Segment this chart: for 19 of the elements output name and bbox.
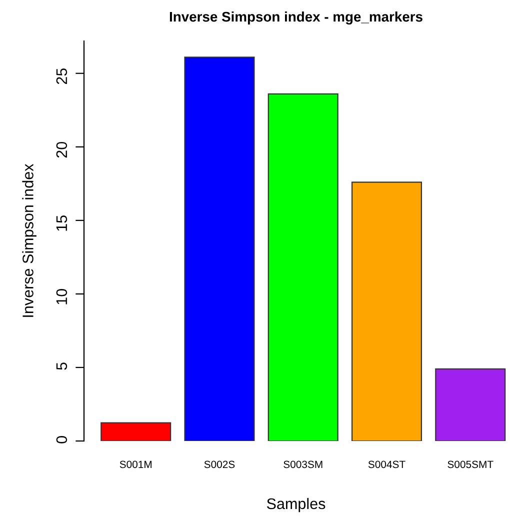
- y-tick-label: 20: [56, 142, 68, 158]
- x-axis-title: Samples: [266, 498, 326, 512]
- bar: [351, 182, 422, 441]
- bar: [100, 422, 172, 441]
- y-axis-title: Inverse Simpson index: [22, 164, 36, 317]
- x-tick-label: S002S: [204, 460, 235, 468]
- x-tick-label: S001M: [120, 460, 152, 468]
- y-tick-label: 15: [56, 216, 68, 231]
- y-tick-label: 10: [56, 289, 68, 304]
- y-tick-label: 0: [56, 436, 68, 444]
- x-tick-label: S005SMT: [448, 460, 494, 468]
- x-tick-label: S004ST: [368, 460, 406, 468]
- chart-title: Inverse Simpson index - mge_markers: [170, 11, 422, 24]
- y-tick-label: 25: [56, 68, 68, 84]
- bar: [268, 93, 338, 441]
- x-tick-label: S003SM: [284, 460, 322, 468]
- bar: [435, 368, 506, 441]
- y-tick-label: 5: [56, 362, 68, 370]
- bar: [184, 56, 255, 441]
